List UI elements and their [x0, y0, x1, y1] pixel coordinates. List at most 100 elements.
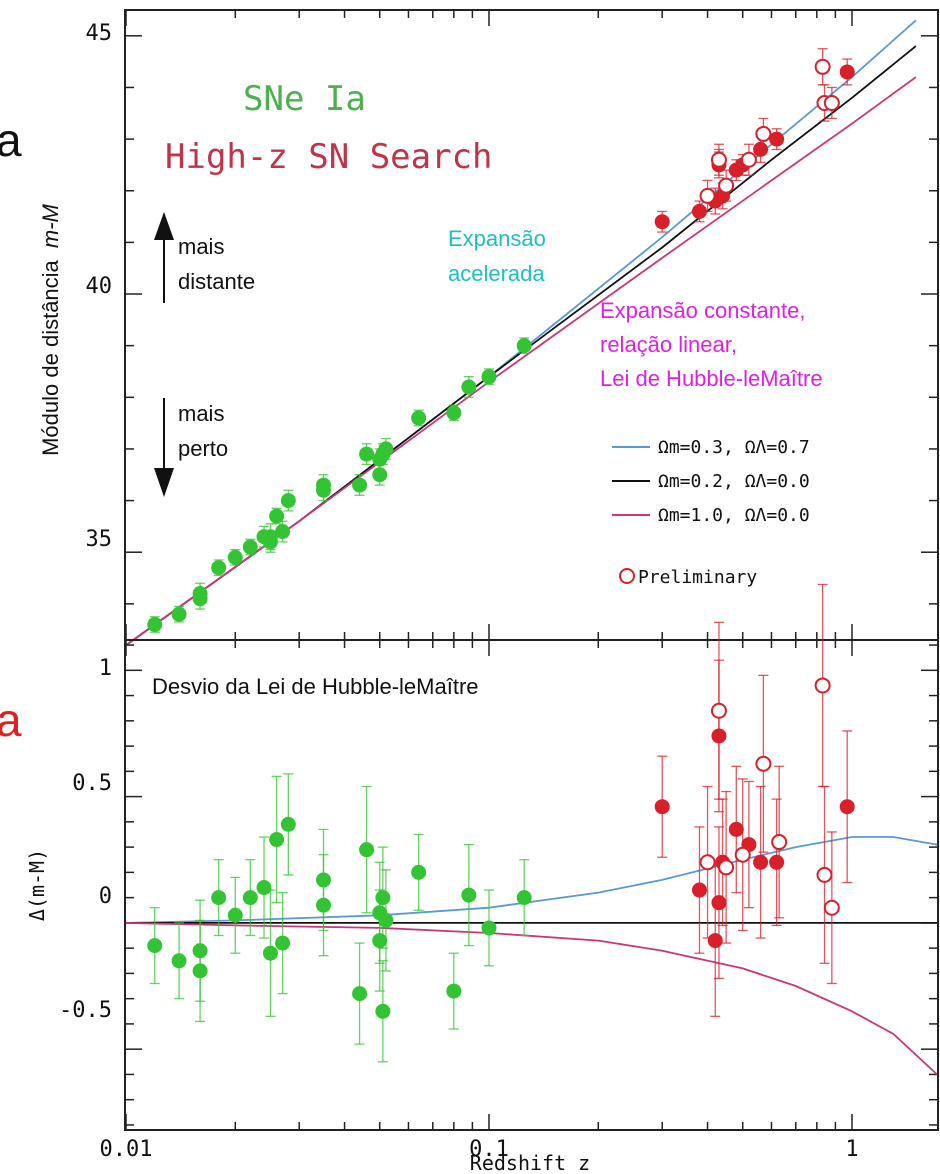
top-point-preliminary [740, 151, 757, 168]
legend-preliminary: Preliminary [638, 567, 757, 588]
title-line-1: SNe Ia [243, 79, 366, 119]
bottom-point-sne-ia [359, 842, 375, 858]
bottom-point-preliminary [771, 834, 788, 851]
top-point-sne-ia [481, 369, 497, 385]
top-point-sne-ia [211, 560, 227, 576]
bottom-point-preliminary [734, 846, 751, 863]
arrow-down-icon [154, 398, 174, 497]
top-ytick-40: 40 [86, 274, 113, 299]
bottom-point-sne-ia [375, 890, 391, 906]
legend-label-2: Ωm=0.2, ΩΛ=0.0 [658, 471, 810, 492]
top-point-sne-ia [372, 467, 388, 483]
bottom-point-sne-ia [262, 945, 278, 961]
top-point-sne-ia [359, 446, 375, 462]
top-point-high-z [654, 214, 670, 230]
bottom-curves [125, 836, 938, 1076]
top-point-sne-ia [171, 606, 187, 622]
far-label-1: mais [178, 234, 224, 259]
bottom-point-high-z [728, 821, 744, 837]
top-point-sne-ia [275, 524, 291, 540]
bottom-point-sne-ia [256, 880, 272, 896]
bottom-point-sne-ia [352, 986, 368, 1002]
side-letter-bottom: a [0, 694, 22, 746]
bottom-point-sne-ia [516, 890, 532, 906]
bottom-point-sne-ia [446, 983, 462, 999]
bottom-panel-frame [124, 639, 939, 1131]
bottom-point-preliminary [699, 854, 716, 871]
bottom-point-high-z [753, 854, 769, 870]
bottom-point-sne-ia [211, 890, 227, 906]
const-label-2: relação linear, [600, 332, 737, 357]
top-point-preliminary [814, 58, 831, 75]
bottom-point-sne-ia [372, 933, 388, 949]
near-label-1: mais [178, 401, 224, 426]
top-point-sne-ia [516, 338, 532, 354]
bottom-ytick-neg0.5: -0.5 [59, 998, 112, 1023]
bottom-point-sne-ia [315, 897, 331, 913]
x-axis-label: Redshift z [470, 1151, 590, 1174]
side-letter-top: a [0, 114, 22, 166]
top-point-preliminary [710, 151, 727, 168]
top-point-sne-ia [227, 549, 243, 565]
top-point-high-z [839, 64, 855, 80]
bottom-point-sne-ia [269, 832, 285, 848]
bottom-point-preliminary [710, 702, 727, 719]
top-ytick-45: 45 [86, 21, 113, 46]
top-point-sne-ia [378, 441, 394, 457]
top-point-high-z [769, 131, 785, 147]
top-point-preliminary [755, 125, 772, 142]
bottom-point-sne-ia [411, 864, 427, 880]
top-point-sne-ia [242, 539, 258, 555]
bottom-point-sne-ia [375, 1003, 391, 1019]
bottom-curve-1 [125, 836, 938, 924]
top-point-sne-ia [262, 534, 278, 550]
top-panel: SNe Ia High-z SN Search Expansão acelera… [38, 9, 939, 646]
const-label-1: Expansão constante, [600, 298, 805, 323]
legend-label-1: Ωm=0.3, ΩΛ=0.7 [658, 437, 810, 458]
top-ticks [125, 10, 937, 640]
top-point-sne-ia [192, 586, 208, 602]
top-point-sne-ia [315, 482, 331, 498]
top-point-preliminary [718, 177, 735, 194]
bottom-point-high-z [654, 799, 670, 815]
top-points [147, 48, 855, 633]
arrow-up-icon [154, 212, 174, 303]
bottom-point-preliminary [823, 899, 840, 916]
bottom-point-sne-ia [227, 907, 243, 923]
top-curve-3 [125, 76, 917, 646]
bottom-panel: Desvio da Lei de Hubble-leMaître 1 0.5 0… [25, 583, 939, 1174]
top-ylabel-italic: m-M [38, 203, 63, 248]
xtick-0.01: 0.01 [100, 1137, 153, 1162]
top-point-preliminary [823, 94, 840, 111]
top-point-sne-ia [352, 477, 368, 493]
bottom-point-sne-ia [171, 953, 187, 969]
top-point-sne-ia [446, 405, 462, 421]
bottom-point-sne-ia [481, 920, 497, 936]
legend-label-3: Ωm=1.0, ΩΛ=0.0 [658, 505, 810, 526]
bottom-point-sne-ia [280, 816, 296, 832]
top-point-sne-ia [280, 493, 296, 509]
legend: Ωm=0.3, ΩΛ=0.7 Ωm=0.2, ΩΛ=0.0 Ωm=1.0, ΩΛ… [612, 437, 810, 588]
xtick-0.1: 0.1 [469, 1137, 509, 1162]
near-label-2: perto [178, 436, 228, 461]
top-point-sne-ia [269, 508, 285, 524]
bottom-curve-3 [125, 922, 938, 1076]
top-point-sne-ia [147, 617, 163, 633]
bottom-ytick-0: 0 [99, 884, 112, 909]
bottom-point-sne-ia [275, 935, 291, 951]
bottom-ytick-0.5: 0.5 [72, 771, 112, 796]
top-ylabel-prefix: Módulo de distância [38, 259, 63, 455]
bottom-ylabel: Δ(m-M) [25, 849, 49, 921]
top-point-sne-ia [411, 410, 427, 426]
top-ytick-35: 35 [86, 527, 113, 552]
top-ylabel: Módulo de distância m-M [38, 203, 63, 455]
bottom-point-preliminary [814, 677, 831, 694]
bottom-ytick-1: 1 [99, 656, 112, 681]
bottom-point-sne-ia [242, 890, 258, 906]
bottom-ticks [125, 640, 937, 1130]
const-label-3: Lei de Hubble-leMaître [600, 366, 823, 391]
bottom-point-high-z [711, 895, 727, 911]
xtick-1: 1 [845, 1137, 858, 1162]
top-point-preliminary [699, 187, 716, 204]
bottom-points [147, 583, 855, 1063]
